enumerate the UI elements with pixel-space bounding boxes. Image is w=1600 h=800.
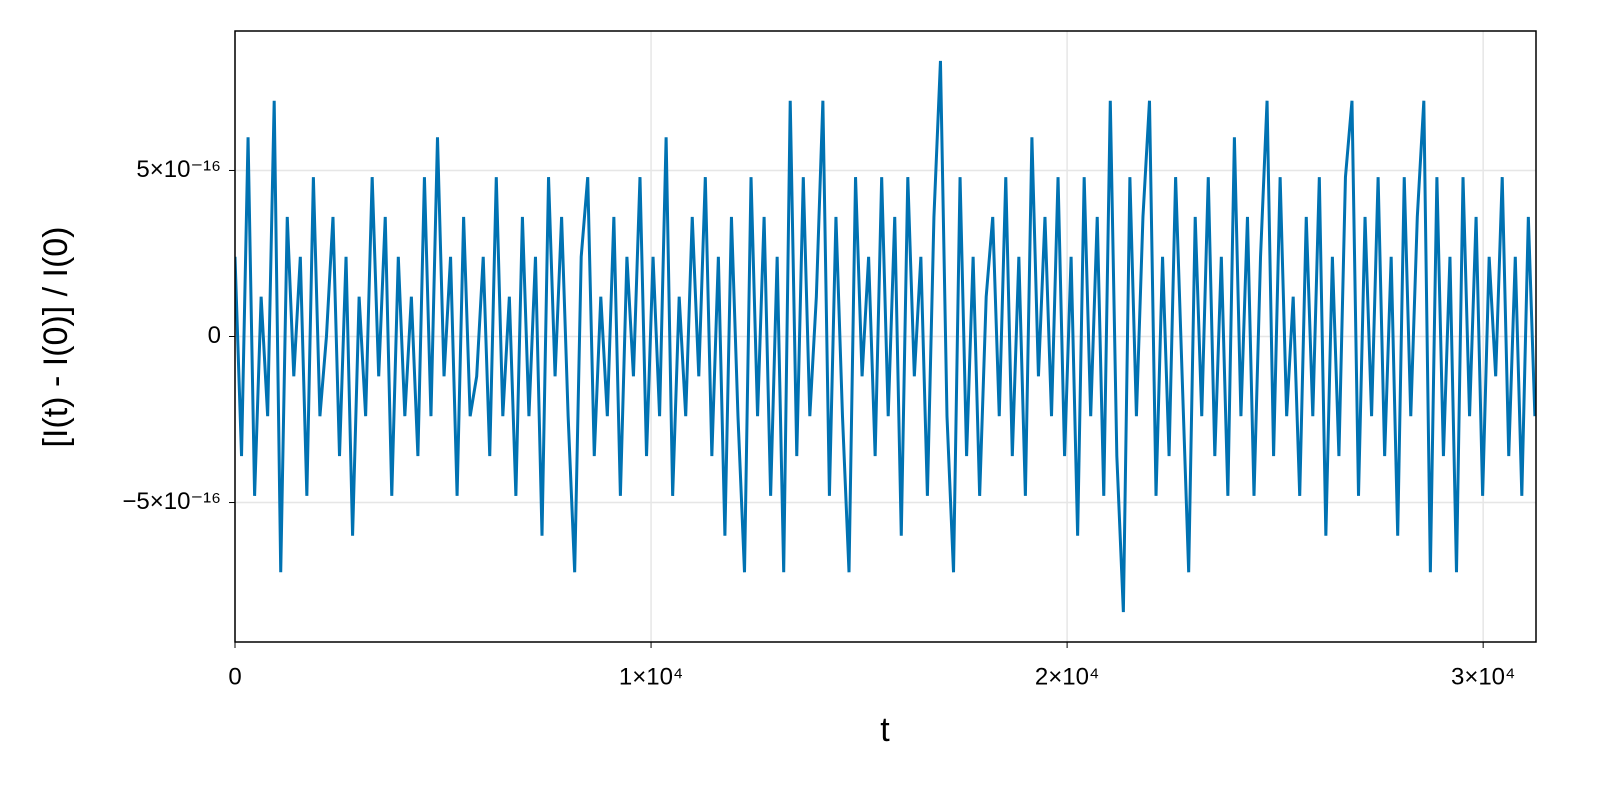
data-line bbox=[235, 60, 1536, 613]
x-axis-label: t bbox=[880, 711, 890, 749]
plot-area bbox=[235, 60, 1536, 613]
x-tick-label: 3×10⁴ bbox=[1451, 663, 1515, 690]
y-axis-label: [I(t) - I(0)] / I(0) bbox=[37, 227, 75, 448]
x-tick-label: 1×10⁴ bbox=[619, 663, 683, 690]
y-tick-label: −5×10⁻¹⁶ bbox=[122, 488, 221, 515]
x-tick-label: 0 bbox=[228, 663, 241, 690]
x-tick-label: 2×10⁴ bbox=[1035, 663, 1099, 690]
y-tick-label: 0 bbox=[208, 322, 221, 349]
y-tick-label: 5×10⁻¹⁶ bbox=[136, 156, 221, 183]
